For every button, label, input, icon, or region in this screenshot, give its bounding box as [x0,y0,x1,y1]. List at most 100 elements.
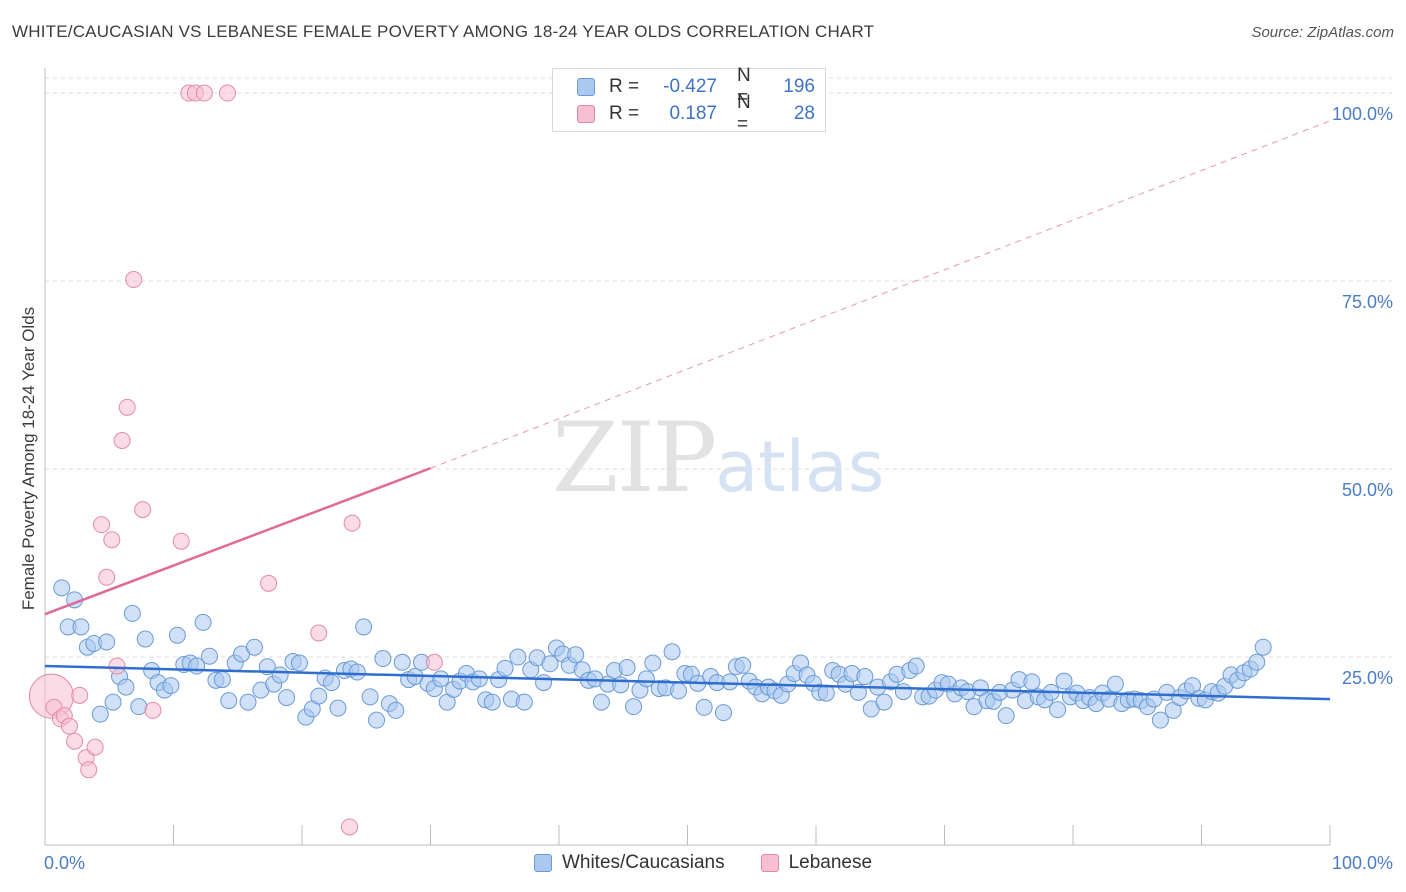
legend-item-whites: Whites/Caucasians [533,852,725,874]
series-whites-points [53,579,1272,729]
point-whites [162,677,180,695]
point-whites [695,698,713,716]
point-lebanese [118,398,136,416]
point-whites [849,683,867,701]
point-whites [348,663,366,681]
point-whites [393,653,411,671]
point-whites [130,698,148,716]
legend-r-value: 0.187 [669,103,717,124]
axes [44,68,1331,846]
point-lebanese [80,761,98,779]
legend-n-value: 196 [783,76,815,97]
watermark-zip: ZIP [552,402,717,514]
point-lebanese [93,516,111,534]
chart-title: WHITE/CAUCASIAN VS LEBANESE FEMALE POVER… [12,22,875,41]
point-whites [907,657,925,675]
legend-row-whites: R = -0.427 N = 196 [577,65,815,108]
point-whites [663,643,681,661]
point-lebanese [86,738,104,756]
point-whites [496,659,514,677]
legend-swatch-lebanese [760,854,779,872]
legend-swatch-whites [577,78,595,96]
point-lebanese [172,532,190,550]
point-whites [220,692,238,710]
point-whites [361,688,379,706]
point-lebanese [195,84,213,102]
series-lebanese-points [28,84,443,836]
point-lebanese [425,653,443,671]
point-lebanese [108,657,126,675]
point-whites [200,647,218,665]
point-whites [1254,638,1272,656]
point-whites [239,693,257,711]
trend-lines [44,120,1331,701]
point-whites [1055,672,1073,690]
point-whites [117,678,135,696]
point-whites [98,633,116,651]
legend-item-lebanese: Lebanese [760,852,872,874]
legend-r-label: R = [609,76,640,97]
point-lebanese [218,84,236,102]
point-whites [612,676,630,694]
legend-n-label: N = [737,92,751,135]
y-axis-title: Female Poverty Among 18-24 Year Olds [19,307,38,610]
point-whites [856,668,874,686]
point-lebanese [113,431,131,449]
point-lebanese [125,271,143,289]
point-whites [875,693,893,711]
point-whites [355,618,373,636]
point-whites [644,654,662,672]
point-whites [721,673,739,691]
legend-r-value: -0.427 [663,76,717,97]
trend-line-lebanese [44,467,431,616]
y-tick-label: 75.0% [1342,292,1393,312]
point-whites [387,701,405,719]
legend-label-whites: Whites/Caucasians [561,852,725,873]
legend-r-label: R = [609,103,640,124]
point-whites [368,711,386,729]
legend-swatch-whites [533,854,552,872]
point-whites [1049,701,1067,719]
point-whites [1248,653,1266,671]
point-whites [515,693,533,711]
y-tick-label: 50.0% [1342,480,1393,500]
point-whites [194,613,212,631]
point-lebanese [66,732,84,750]
tick-labels: 25.0% 50.0% 75.0% 100.0% 0.0% 100.0% Female Po… [19,104,1393,873]
point-lebanese [343,514,361,532]
point-whites [72,618,90,636]
point-whites [483,693,501,711]
point-lebanese [103,531,121,549]
point-lebanese [144,701,162,719]
watermark: ZIPatlas [552,402,884,514]
point-whites [374,650,392,668]
point-lebanese [71,686,89,704]
point-whites [541,655,559,673]
grid-lines [45,77,1392,658]
y-tick-label: 100.0% [1332,104,1393,124]
point-whites [123,604,141,622]
point-whites [432,670,450,688]
point-whites [245,638,263,656]
point-lebanese [60,717,78,735]
point-whites [91,705,109,723]
point-whites [714,704,732,722]
legend-swatch-lebanese [577,105,595,123]
watermark-atlas: atlas [715,426,885,508]
point-whites [290,654,308,672]
point-whites [734,656,752,674]
point-whites [323,674,341,692]
legend-row-lebanese: R = 0.187 N = 28 [577,92,815,135]
point-whites [618,659,636,677]
point-whites [310,687,328,705]
point-whites [53,579,71,597]
point-whites [997,707,1015,725]
point-whites [1106,675,1124,693]
point-whites [104,693,122,711]
point-lebanese [134,501,152,519]
x-tick-label: 100.0% [1332,853,1393,873]
x-tick-label: 0.0% [44,853,85,873]
point-whites [670,682,688,700]
point-whites [1151,711,1169,729]
point-whites [278,689,296,707]
